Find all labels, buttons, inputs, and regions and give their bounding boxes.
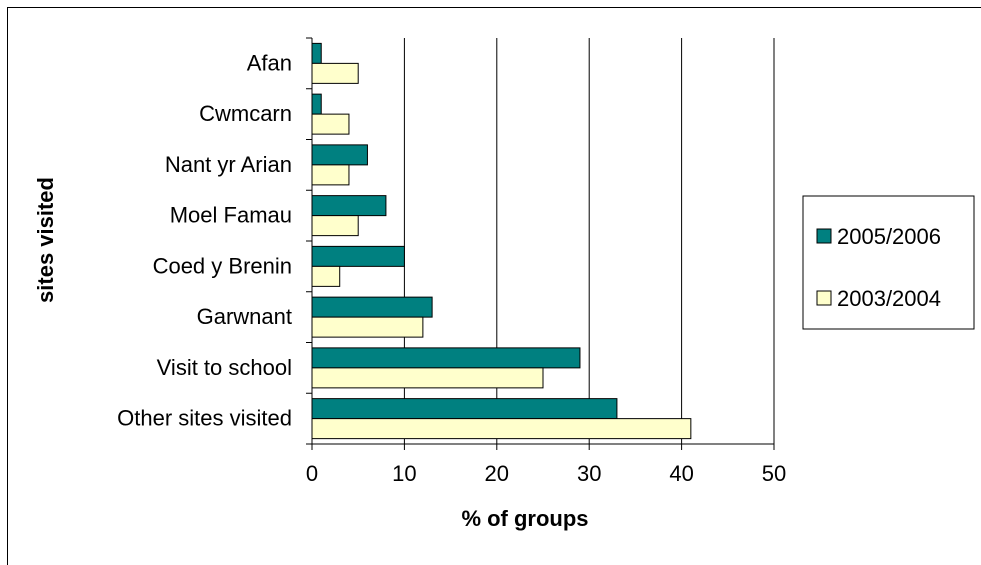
bar-2003-2004-afan xyxy=(311,62,359,84)
x-tick-label-0: 0 xyxy=(306,461,318,486)
bar-2003-2004-cwmcarn xyxy=(311,113,350,135)
legend-label-2003-2004: 2003/2004 xyxy=(837,286,941,311)
legend-swatch-2005-2006 xyxy=(816,228,832,244)
x-tick-label-50: 50 xyxy=(762,461,786,486)
bar-2005-2006-visit-to-school xyxy=(311,347,581,369)
bar-2003-2004-visit-to-school xyxy=(311,367,544,389)
legend: 2005/2006 2003/2004 xyxy=(802,195,975,330)
category-label-garwnant: Garwnant xyxy=(197,304,292,329)
x-tick-label-40: 40 xyxy=(669,461,693,486)
x-tick-label-20: 20 xyxy=(485,461,509,486)
bar-2003-2004-moel-famau xyxy=(311,215,359,237)
bar-2003-2004-coed-y-brenin xyxy=(311,265,341,287)
bar-2005-2006-coed-y-brenin xyxy=(311,245,405,267)
x-axis-title: % of groups xyxy=(461,506,588,531)
x-tick-labels: 0 10 20 30 40 50 xyxy=(306,461,786,486)
y-axis-title: sites visited xyxy=(33,177,58,303)
bar-2005-2006-nant-yr-arian xyxy=(311,144,368,166)
x-tick-label-10: 10 xyxy=(392,461,416,486)
category-labels: Afan Cwmcarn Nant yr Arian Moel Famau Coed y… xyxy=(117,50,292,430)
category-label-coed-y-brenin: Coed y Brenin xyxy=(153,253,292,278)
bar-2005-2006-moel-famau xyxy=(311,195,387,217)
category-label-other-sites-visited: Other sites visited xyxy=(117,406,292,431)
bar-2005-2006-afan xyxy=(311,42,322,64)
bars xyxy=(311,42,692,440)
legend-swatch-2003-2004 xyxy=(816,290,832,306)
bar-2005-2006-other-sites-visited xyxy=(311,398,618,420)
legend-box xyxy=(802,195,975,330)
x-tick-label-30: 30 xyxy=(577,461,601,486)
category-label-afan: Afan xyxy=(247,50,292,75)
axes xyxy=(306,37,775,450)
bar-2005-2006-garwnant xyxy=(311,296,433,318)
bar-2005-2006-cwmcarn xyxy=(311,93,322,115)
bar-2003-2004-other-sites-visited xyxy=(311,418,692,440)
bar-2003-2004-garwnant xyxy=(311,316,424,338)
category-label-cwmcarn: Cwmcarn xyxy=(199,101,292,126)
bar-2003-2004-nant-yr-arian xyxy=(311,164,350,186)
category-label-visit-to-school: Visit to school xyxy=(157,355,292,380)
category-label-nant-yr-arian: Nant yr Arian xyxy=(165,152,292,177)
legend-label-2005-2006: 2005/2006 xyxy=(837,224,941,249)
category-label-moel-famau: Moel Famau xyxy=(170,203,292,228)
